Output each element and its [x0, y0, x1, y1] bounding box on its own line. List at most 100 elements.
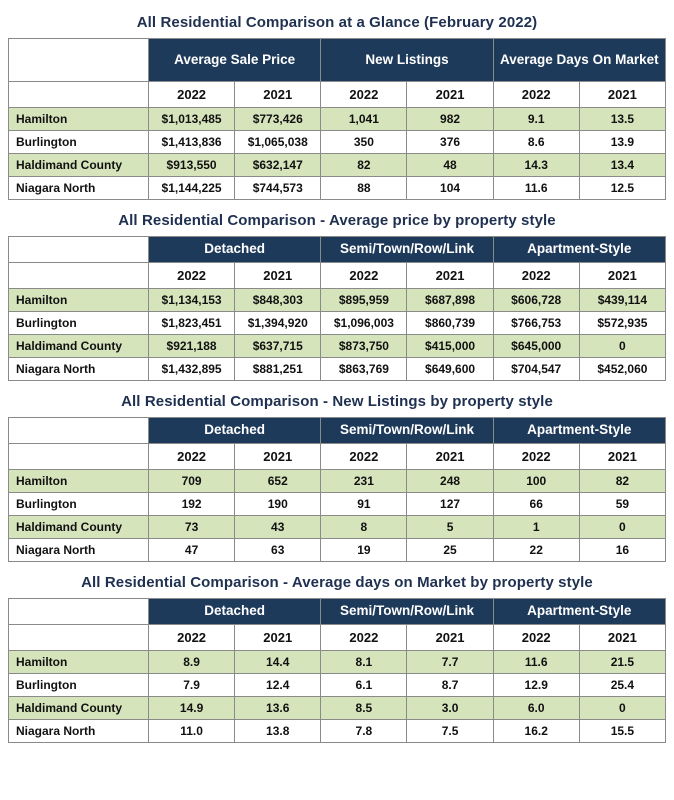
data-cell: $848,303 — [234, 287, 322, 312]
data-cell: 14.3 — [492, 153, 580, 177]
corner-cell — [8, 261, 149, 289]
year-header-row: 2022 2021 2022 2021 2022 2021 — [8, 623, 667, 651]
data-cell: 5 — [406, 514, 494, 539]
corner-cell — [8, 623, 149, 651]
data-cell: 25 — [406, 537, 494, 562]
year-header-row: 2022 2021 2022 2021 2022 2021 — [8, 81, 667, 108]
year-header-cell: 2021 — [406, 261, 494, 289]
data-cell: 43 — [234, 514, 322, 539]
year-header-cell: 2021 — [234, 261, 322, 289]
group-header-cell: Apartment-Style — [492, 597, 667, 625]
data-cell: 8.1 — [320, 649, 408, 674]
data-cell: 376 — [406, 130, 494, 154]
year-header-cell: 2021 — [578, 261, 667, 289]
data-cell: 11.6 — [492, 176, 580, 200]
data-cell: $637,715 — [234, 333, 322, 358]
data-cell: 7.7 — [406, 649, 494, 674]
table-title: All Residential Comparison - Average pri… — [118, 212, 556, 229]
data-cell: 8.7 — [406, 672, 494, 697]
data-cell: $1,144,225 — [147, 176, 236, 200]
row-label: Hamilton — [8, 468, 149, 493]
data-cell: 82 — [320, 153, 408, 177]
table-section: All Residential Comparison - New Listing… — [8, 392, 667, 562]
corner-cell — [8, 597, 149, 625]
row-label: Burlington — [8, 130, 149, 154]
year-header-cell: 2022 — [147, 81, 236, 108]
data-cell: 7.9 — [147, 672, 236, 697]
data-cell: $913,550 — [147, 153, 236, 177]
data-cell: $895,959 — [320, 287, 408, 312]
data-cell: 82 — [578, 468, 667, 493]
year-header-cell: 2022 — [492, 442, 580, 470]
table-row: Niagara North 47 63 19 25 22 16 — [8, 537, 667, 562]
year-header-cell: 2021 — [578, 623, 667, 651]
data-cell: 22 — [492, 537, 580, 562]
group-header-cell: Semi/Town/Row/Link — [320, 416, 494, 444]
data-cell: 13.6 — [234, 695, 322, 720]
data-cell: $744,573 — [234, 176, 322, 200]
data-cell: 12.9 — [492, 672, 580, 697]
data-cell: 47 — [147, 537, 236, 562]
data-cell: 6.1 — [320, 672, 408, 697]
row-label: Haldimand County — [8, 514, 149, 539]
data-cell: $645,000 — [492, 333, 580, 358]
data-cell: $704,547 — [492, 356, 580, 381]
data-cell: 16.2 — [492, 718, 580, 743]
row-label: Burlington — [8, 672, 149, 697]
year-header-cell: 2022 — [320, 442, 408, 470]
data-cell: $452,060 — [578, 356, 667, 381]
data-cell: 7.8 — [320, 718, 408, 743]
data-cell: $649,600 — [406, 356, 494, 381]
data-cell: 192 — [147, 491, 236, 516]
data-cell: $921,188 — [147, 333, 236, 358]
year-header-cell: 2022 — [320, 261, 408, 289]
table-title: All Residential Comparison - New Listing… — [121, 392, 553, 410]
data-cell: $881,251 — [234, 356, 322, 381]
corner-cell — [8, 236, 149, 263]
data-cell: 48 — [406, 153, 494, 177]
data-cell: $766,753 — [492, 310, 580, 335]
data-cell: 7.5 — [406, 718, 494, 743]
group-header-cell: Detached — [147, 236, 322, 263]
data-cell: 11.6 — [492, 649, 580, 674]
data-cell: 73 — [147, 514, 236, 539]
group-header-row: Detached Semi/Town/Row/Link Apartment-Styl… — [8, 597, 667, 625]
data-cell: 88 — [320, 176, 408, 200]
data-cell: 15.5 — [578, 718, 667, 743]
year-header-cell: 2022 — [492, 261, 580, 289]
data-cell: 21.5 — [578, 649, 667, 674]
data-cell: 0 — [578, 695, 667, 720]
data-cell: 350 — [320, 130, 408, 154]
data-cell: 63 — [234, 537, 322, 562]
data-cell: $1,065,038 — [234, 130, 322, 154]
table-section: All Residential Comparison - Average pri… — [8, 212, 667, 381]
year-header-cell: 2022 — [320, 81, 408, 108]
row-label: Hamilton — [8, 107, 149, 131]
year-header-cell: 2021 — [578, 442, 667, 470]
year-header-cell: 2021 — [234, 81, 322, 108]
data-cell: 709 — [147, 468, 236, 493]
group-header-cell: Semi/Town/Row/Link — [320, 236, 494, 263]
group-header-cell: Average Days On Market — [492, 38, 667, 82]
data-cell: $1,013,485 — [147, 107, 236, 131]
corner-cell — [8, 416, 149, 444]
table-row: Hamilton $1,013,485 $773,426 1,041 982 9.1 13.… — [8, 107, 667, 131]
table-row: Haldimand County $913,550 $632,147 82 48 14.3… — [8, 153, 667, 177]
data-cell: 59 — [578, 491, 667, 516]
data-table: Detached Semi/Town/Row/Link Apartment-Styl… — [8, 416, 667, 562]
year-header-cell: 2021 — [406, 623, 494, 651]
group-header-row: Average Sale Price New Listings Average Da… — [8, 38, 667, 82]
year-header-cell: 2021 — [234, 442, 322, 470]
data-cell: $873,750 — [320, 333, 408, 358]
data-cell: $632,147 — [234, 153, 322, 177]
row-label: Niagara North — [8, 718, 149, 743]
row-label: Niagara North — [8, 537, 149, 562]
corner-cell — [8, 81, 149, 108]
year-header-cell: 2022 — [147, 261, 236, 289]
year-header-cell: 2021 — [406, 81, 494, 108]
data-table: Average Sale Price New Listings Average Da… — [8, 38, 667, 200]
group-header-cell: Apartment-Style — [492, 416, 667, 444]
data-cell: $687,898 — [406, 287, 494, 312]
data-cell: 14.4 — [234, 649, 322, 674]
